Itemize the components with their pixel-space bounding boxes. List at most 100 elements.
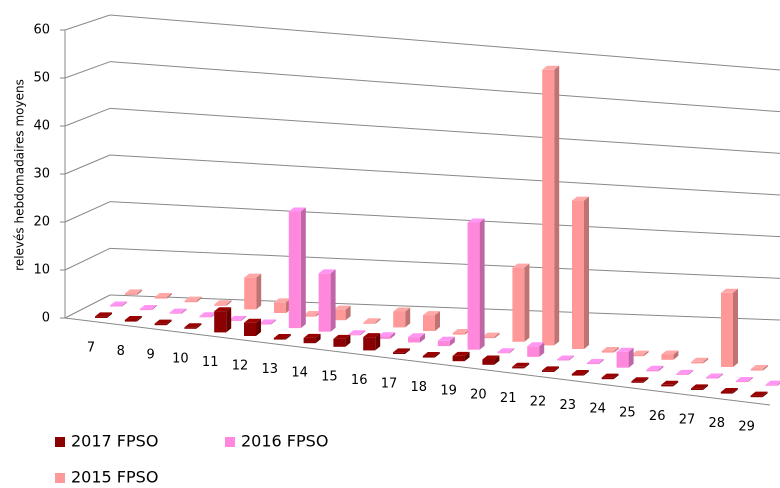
bar [437, 336, 455, 347]
bar [482, 355, 500, 365]
bar-front [378, 336, 391, 339]
bar-side [375, 318, 381, 324]
bar-side [136, 316, 142, 322]
x-tick-label: 17 [381, 377, 398, 392]
bar-side [673, 380, 679, 387]
bar-front [691, 361, 704, 364]
bar-side [420, 333, 425, 343]
bar-front [244, 277, 257, 310]
bar [378, 332, 396, 339]
bar [691, 357, 709, 364]
bar-front [467, 222, 480, 350]
bar-side [122, 301, 127, 307]
bar-top [274, 298, 291, 303]
bar [721, 288, 738, 367]
bar-front [661, 384, 674, 387]
bar-front [721, 292, 733, 367]
grid-line [109, 247, 780, 279]
bar [124, 316, 142, 322]
bar [512, 362, 530, 369]
bar [273, 334, 291, 340]
bar-front [527, 346, 540, 357]
bar [95, 312, 112, 318]
grid-line [109, 201, 780, 238]
bar [571, 370, 589, 376]
bar-side [226, 300, 232, 306]
bar [393, 307, 411, 328]
bar-side [658, 365, 664, 372]
bar-front [393, 352, 405, 354]
bar-top [124, 316, 142, 321]
x-tick-label: 22 [530, 395, 547, 410]
bar-top [303, 333, 321, 338]
bar-front [244, 322, 256, 336]
bar-side [688, 369, 694, 375]
bar-side [747, 377, 753, 383]
y-tick-label: 50 [33, 71, 50, 86]
bar-side [137, 289, 142, 295]
bar [512, 263, 530, 342]
legend-label: 2016 FPSO [241, 432, 328, 451]
bar [169, 308, 187, 314]
bar-front [691, 388, 703, 390]
y-axis-label: relevés hebdomadaires moyens [13, 79, 27, 271]
grid-line [109, 61, 780, 113]
bar-front [497, 352, 510, 354]
bar-side [166, 319, 172, 326]
bar-top [363, 318, 381, 323]
bar [318, 269, 336, 332]
bar-front [437, 340, 450, 347]
bar-front [765, 384, 778, 386]
x-axis [64, 317, 771, 406]
bar-front [184, 300, 197, 303]
bar-side [271, 319, 276, 325]
bar-side [643, 350, 649, 357]
bar-top [750, 365, 768, 370]
bar [184, 296, 202, 303]
bar [363, 333, 381, 351]
bar-side [464, 351, 470, 362]
bar [720, 388, 738, 394]
bar-top [721, 288, 738, 293]
bar-top [482, 355, 500, 360]
x-tick-label: 11 [202, 355, 219, 370]
bar-top [572, 196, 589, 201]
bar-front [423, 315, 435, 331]
bar [706, 373, 723, 379]
bar [557, 355, 574, 361]
bar-front [154, 297, 167, 299]
bar-side [718, 373, 723, 379]
bar-top [765, 380, 780, 385]
bar [601, 347, 619, 353]
bar-front [482, 359, 495, 365]
bar-top [139, 305, 157, 310]
bar-top [95, 312, 112, 317]
bar-side [360, 330, 366, 336]
grid-line [109, 294, 780, 321]
bar-top [720, 388, 738, 393]
bar-top [273, 334, 291, 339]
bar-front [601, 377, 614, 380]
bar-side [405, 348, 410, 354]
bar-side [390, 332, 396, 339]
bar-side [256, 273, 262, 310]
bar-top [512, 263, 530, 268]
x-tick-label: 20 [470, 387, 487, 402]
x-tick-label: 19 [440, 384, 457, 399]
bar-top [244, 273, 262, 278]
bar-top [646, 365, 664, 370]
bar-front [318, 273, 331, 332]
bar-top [199, 312, 217, 317]
bar-front [273, 338, 286, 340]
bar-top [318, 269, 336, 274]
bar-side [703, 357, 709, 364]
bar-front [422, 356, 435, 358]
grid-line [109, 14, 780, 71]
x-tick-label: 8 [117, 344, 125, 359]
bar-top [363, 333, 381, 338]
bar-front [125, 293, 137, 295]
bar [750, 391, 768, 398]
bar [750, 365, 768, 371]
bar [348, 330, 366, 336]
